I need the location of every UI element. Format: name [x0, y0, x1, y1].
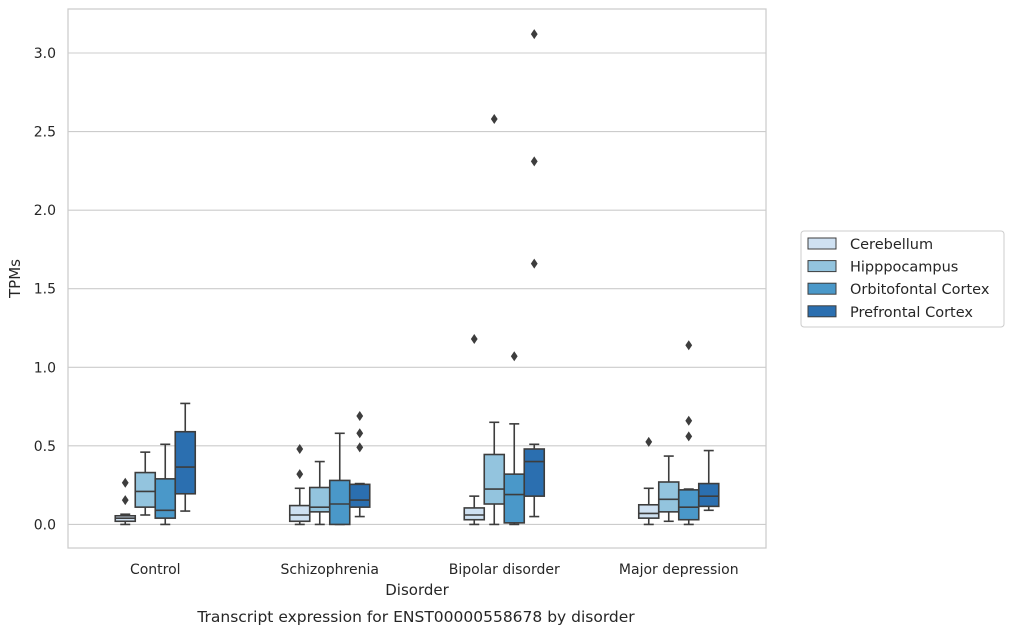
legend-frame — [800, 230, 1005, 328]
box-iqr — [657, 481, 680, 513]
x-axis-ticks: Control Schizophrenia Bipolar disorder Majo… — [130, 562, 739, 578]
legend: Cerebellum Hipppocampus Orbitofontal Corte… — [800, 230, 1005, 328]
outlier-point — [356, 428, 364, 439]
x-tick-label: Major depression — [619, 562, 739, 578]
box-cerebellum-schizophrenia — [288, 444, 311, 526]
box-iqr — [677, 489, 700, 521]
outlier-point — [296, 469, 304, 480]
box-orbitofontal-cortex-control — [154, 443, 177, 526]
outlier-point — [530, 156, 538, 167]
y-tick-label: 2.5 — [34, 125, 56, 141]
outlier-point — [356, 442, 364, 453]
box-iqr — [174, 430, 197, 495]
box-orbitofontal-cortex-bipolar-disorder — [503, 351, 526, 526]
x-tick-label: Schizophrenia — [281, 562, 379, 578]
box-iqr — [483, 453, 506, 505]
legend-label: Cerebellum — [850, 237, 933, 253]
box-prefrontal-cortex-bipolar-disorder — [523, 29, 546, 518]
y-tick-label: 2.0 — [34, 203, 56, 219]
legend-swatch — [807, 305, 837, 318]
box-plot-area — [114, 29, 720, 526]
box-prefrontal-cortex-schizophrenia — [348, 411, 371, 518]
x-tick-label: Bipolar disorder — [449, 562, 560, 578]
box-iqr — [697, 482, 720, 508]
box-prefrontal-cortex-control — [174, 402, 197, 512]
outlier-point — [490, 114, 498, 124]
legend-label: Prefrontal Cortex — [850, 305, 973, 321]
box-iqr — [463, 507, 486, 521]
outlier-point — [530, 29, 538, 40]
box-hipppocampus-major-depression — [657, 455, 680, 523]
legend-swatch — [807, 260, 837, 273]
box-hipppocampus-control — [134, 451, 157, 516]
legend-swatch — [807, 237, 837, 250]
y-tick-label: 3.0 — [34, 46, 56, 62]
y-tick-label: 1.0 — [34, 360, 56, 376]
box-orbitofontal-cortex-major-depression — [677, 340, 700, 526]
box-cerebellum-control — [114, 477, 137, 526]
y-axis-ticks: 0.0 0.5 1.0 1.5 2.0 2.5 3.0 — [34, 46, 56, 533]
chart-caption: Transcript expression for ENST0000055867… — [196, 608, 635, 626]
box-iqr — [328, 479, 351, 526]
box-iqr — [637, 503, 660, 519]
outlier-point — [685, 340, 693, 351]
outlier-point — [121, 495, 129, 506]
plot-frame — [67, 8, 767, 549]
outlier-point — [470, 334, 478, 344]
box-iqr — [348, 483, 371, 508]
outlier-point — [121, 477, 129, 488]
legend-swatch — [807, 282, 837, 295]
y-tick-label: 1.5 — [34, 282, 56, 298]
x-tick-label: Control — [130, 562, 181, 578]
legend-label: Orbitofontal Cortex — [850, 282, 990, 298]
outlier-point — [685, 431, 693, 442]
box-cerebellum-bipolar-disorder — [463, 334, 486, 526]
outlier-point — [356, 411, 364, 421]
outlier-point — [645, 436, 653, 447]
box-prefrontal-cortex-major-depression — [697, 449, 720, 512]
box-iqr — [503, 473, 526, 524]
y-tick-label: 0.0 — [34, 517, 56, 533]
box-iqr — [523, 448, 546, 497]
outlier-point — [510, 351, 518, 362]
box-iqr — [308, 486, 331, 513]
y-tick-label: 0.5 — [34, 439, 56, 455]
box-iqr — [154, 478, 177, 519]
grid-lines — [68, 52, 766, 525]
outlier-point — [530, 258, 538, 269]
x-axis-label: Disorder — [385, 581, 449, 599]
box-iqr — [134, 471, 157, 508]
box-cerebellum-major-depression — [637, 436, 660, 526]
box-hipppocampus-schizophrenia — [308, 460, 331, 526]
y-axis-label: TPMs — [6, 259, 24, 299]
box-hipppocampus-bipolar-disorder — [483, 114, 506, 526]
outlier-point — [296, 444, 304, 454]
outlier-point — [685, 415, 693, 426]
legend-label: Hipppocampus — [850, 260, 958, 276]
box-orbitofontal-cortex-schizophrenia — [328, 432, 351, 526]
box-iqr — [288, 504, 311, 523]
